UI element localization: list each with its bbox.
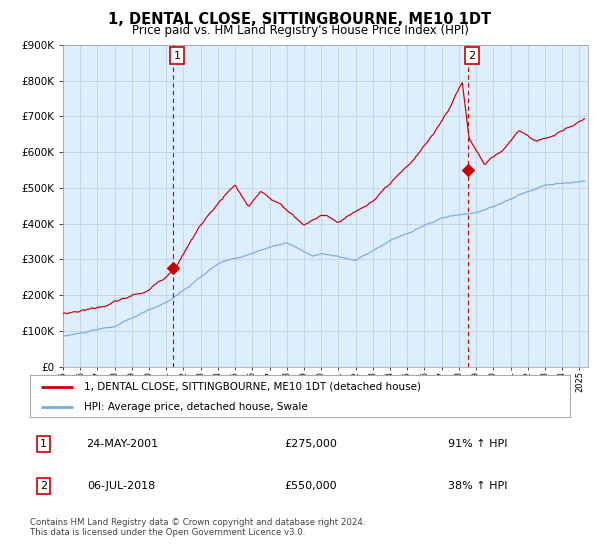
- Text: 2: 2: [40, 481, 47, 491]
- Text: 38% ↑ HPI: 38% ↑ HPI: [448, 481, 508, 491]
- Text: £275,000: £275,000: [284, 439, 337, 449]
- Point: [168, 264, 178, 273]
- Text: 06-JUL-2018: 06-JUL-2018: [88, 481, 156, 491]
- Text: 2: 2: [469, 50, 476, 60]
- Text: Price paid vs. HM Land Registry's House Price Index (HPI): Price paid vs. HM Land Registry's House …: [131, 24, 469, 37]
- Text: 1: 1: [40, 439, 47, 449]
- Point: [463, 166, 472, 175]
- Text: HPI: Average price, detached house, Swale: HPI: Average price, detached house, Swal…: [84, 402, 308, 412]
- Text: £550,000: £550,000: [284, 481, 337, 491]
- Text: 1, DENTAL CLOSE, SITTINGBOURNE, ME10 1DT: 1, DENTAL CLOSE, SITTINGBOURNE, ME10 1DT: [109, 12, 491, 27]
- Text: 1: 1: [174, 50, 181, 60]
- Text: 1, DENTAL CLOSE, SITTINGBOURNE, ME10 1DT (detached house): 1, DENTAL CLOSE, SITTINGBOURNE, ME10 1DT…: [84, 382, 421, 392]
- Text: 24-MAY-2001: 24-MAY-2001: [86, 439, 158, 449]
- Text: Contains HM Land Registry data © Crown copyright and database right 2024.
This d: Contains HM Land Registry data © Crown c…: [30, 518, 365, 538]
- Text: 91% ↑ HPI: 91% ↑ HPI: [448, 439, 508, 449]
